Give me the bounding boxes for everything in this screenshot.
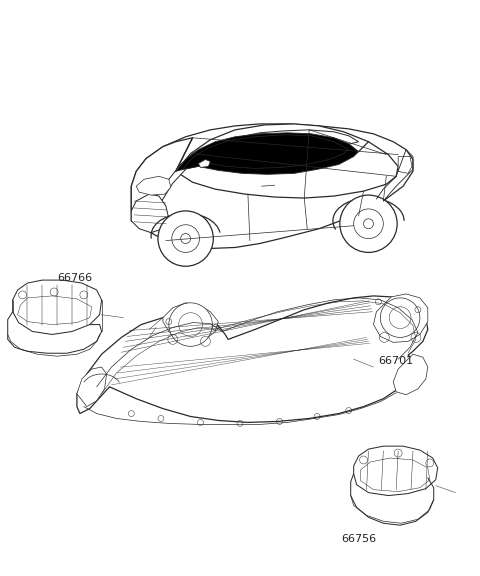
Polygon shape bbox=[18, 296, 92, 324]
Polygon shape bbox=[354, 446, 438, 495]
Polygon shape bbox=[183, 135, 349, 169]
Polygon shape bbox=[77, 367, 107, 407]
Polygon shape bbox=[199, 160, 210, 168]
Circle shape bbox=[380, 298, 420, 338]
Polygon shape bbox=[149, 130, 359, 213]
Polygon shape bbox=[360, 458, 430, 491]
Polygon shape bbox=[131, 124, 413, 248]
Polygon shape bbox=[77, 296, 428, 422]
Polygon shape bbox=[393, 354, 428, 395]
Polygon shape bbox=[163, 303, 218, 342]
Polygon shape bbox=[131, 194, 169, 233]
Text: 66701: 66701 bbox=[378, 356, 413, 366]
Circle shape bbox=[340, 195, 397, 252]
Polygon shape bbox=[176, 124, 398, 198]
Circle shape bbox=[169, 303, 212, 346]
Circle shape bbox=[158, 211, 213, 266]
Polygon shape bbox=[373, 294, 428, 342]
Polygon shape bbox=[398, 157, 412, 173]
Polygon shape bbox=[12, 280, 102, 335]
Text: 66766: 66766 bbox=[57, 273, 92, 283]
Polygon shape bbox=[131, 138, 192, 216]
Polygon shape bbox=[176, 133, 359, 175]
Text: 66756: 66756 bbox=[341, 534, 376, 544]
Polygon shape bbox=[136, 176, 171, 195]
